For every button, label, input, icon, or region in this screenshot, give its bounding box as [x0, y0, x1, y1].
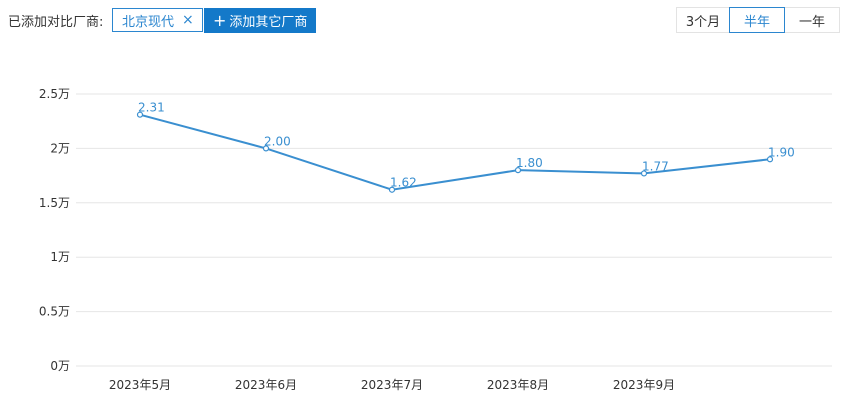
x-tick-label: 2023年9月 [613, 378, 675, 392]
plus-icon: + [213, 10, 227, 30]
compare-label: 已添加对比厂商: [8, 15, 104, 30]
period-half-year[interactable]: 半年 [729, 7, 785, 33]
data-point[interactable] [766, 156, 774, 163]
data-point[interactable] [388, 186, 396, 193]
period-3-months[interactable]: 3个月 [676, 7, 730, 33]
data-point[interactable] [136, 111, 144, 118]
y-tick-label: 2.5万 [39, 87, 70, 101]
series-line [139, 113, 771, 191]
x-tick-label: 2023年5月 [109, 378, 171, 392]
add-maker-label: 添加其它厂商 [229, 15, 308, 30]
x-tick-label: 2023年8月 [487, 378, 549, 392]
data-point[interactable] [640, 170, 648, 177]
y-tick-label: 2万 [50, 141, 70, 155]
x-tick-label: 2023年6月 [235, 378, 297, 392]
selected-maker-label: 北京现代 [122, 14, 175, 30]
data-value-label: 1.90 [768, 145, 795, 159]
data-point[interactable] [514, 167, 522, 174]
data-value-label: 1.62 [390, 176, 417, 190]
add-maker-button[interactable]: + 添加其它厂商 [204, 8, 317, 33]
data-value-label: 1.80 [516, 156, 543, 170]
y-tick-label: 1.5万 [39, 196, 70, 210]
y-tick-label: 0万 [50, 359, 70, 373]
y-tick-label: 0.5万 [39, 305, 70, 319]
selected-maker-tag: 北京现代 × [112, 8, 203, 32]
data-value-label: 1.77 [642, 159, 669, 173]
data-value-label: 2.31 [138, 101, 165, 115]
period-toggle: 3个月 半年 一年 [676, 7, 840, 33]
y-tick-label: 1万 [50, 250, 70, 264]
close-icon[interactable]: × [182, 12, 194, 28]
data-value-label: 2.00 [264, 134, 291, 148]
x-tick-label: 2023年7月 [361, 378, 423, 392]
data-point[interactable] [262, 145, 270, 152]
